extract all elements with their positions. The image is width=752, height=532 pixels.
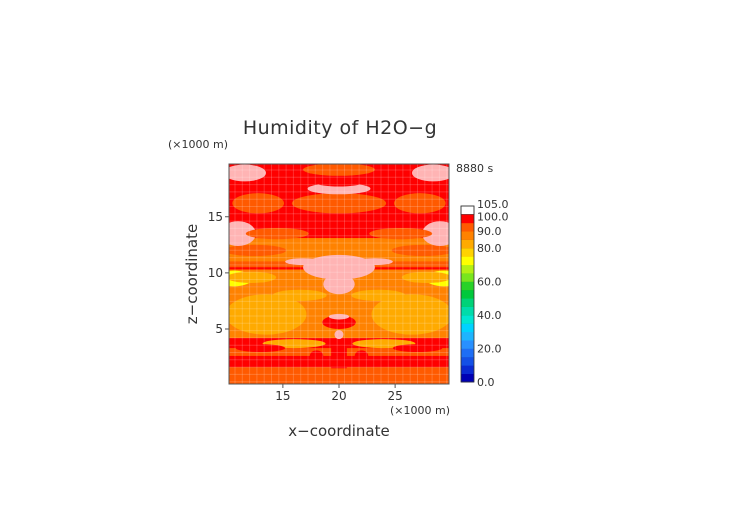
colorbar-swatch (461, 348, 474, 358)
contour-region-17 (229, 244, 287, 257)
contour-region-19 (291, 193, 387, 214)
colorbar-swatch (461, 298, 474, 307)
contour-region-25 (229, 164, 267, 182)
colorbar-swatch (461, 273, 474, 282)
contour-region-6 (272, 289, 327, 301)
contour-region-35 (322, 315, 356, 330)
chart-title: Humidity of H2O−g (243, 117, 437, 139)
colorbar-label: 105.0 (477, 198, 509, 211)
contour-region-38 (331, 340, 347, 369)
contour-region-1 (229, 367, 449, 384)
plot-grid (229, 164, 449, 384)
x-unit-label: (×1000 m) (390, 404, 450, 417)
contour-region-31 (303, 254, 375, 280)
contour-region-36 (328, 313, 350, 320)
colorbar-swatch (461, 281, 474, 291)
x-axis: 15 20 25 (275, 384, 403, 403)
colorbar-swatch (461, 264, 474, 274)
contour-region-32 (323, 274, 355, 295)
contour-region-28 (422, 221, 449, 246)
colorbar-swatch (461, 289, 474, 299)
colorbar-label: 40.0 (477, 309, 502, 322)
colorbar-label: 80.0 (477, 242, 502, 255)
x-tick-label: 20 (331, 389, 346, 403)
contour-region-41 (235, 344, 286, 353)
contour-region-13 (229, 271, 277, 283)
colorbar-label: 90.0 (477, 225, 502, 238)
contour-region-37 (334, 330, 344, 340)
plot-area (229, 164, 449, 384)
contour-region-22 (303, 164, 375, 176)
colorbar-swatch (461, 323, 474, 333)
colorbar-swatch (461, 373, 474, 383)
colorbar-swatch (461, 340, 474, 349)
contour-region-16 (229, 238, 449, 262)
contour-region-5 (371, 294, 449, 335)
time-label: 8880 s (456, 162, 493, 175)
y-tick-label: 10 (208, 266, 223, 280)
colorbar-swatch (461, 256, 474, 266)
colorbar-swatch (461, 306, 474, 316)
colorbar-swatch (461, 222, 474, 232)
contour-region-40 (354, 350, 369, 362)
contour-region-30 (369, 227, 433, 240)
colorbar-swatch (461, 231, 474, 240)
colorbar-swatch (461, 314, 474, 324)
contour-region-26 (411, 164, 449, 182)
contour-region-39 (309, 350, 324, 362)
contour-region-21 (394, 193, 446, 214)
colorbar-swatch (461, 331, 474, 341)
x-tick-label: 15 (275, 389, 290, 403)
contour-region-29 (245, 227, 309, 240)
y-axis: 5 10 15 (208, 210, 229, 336)
colorbar-swatch (461, 247, 474, 257)
colorbar-label: 60.0 (477, 275, 502, 288)
x-tick-label: 25 (387, 389, 402, 403)
contour-region-18 (391, 244, 449, 257)
colorbar-swatch (461, 356, 474, 366)
y-axis-label: z−coordinate (183, 224, 201, 324)
colorbar-swatch (460, 205, 475, 216)
contour-region-42 (392, 344, 443, 353)
y-tick-label: 15 (208, 210, 223, 224)
x-axis-label: x−coordinate (288, 422, 389, 440)
contour-region-14 (401, 271, 449, 283)
colorbar-swatch (461, 214, 474, 224)
colorbar-label: 20.0 (477, 342, 502, 355)
y-tick-label: 5 (215, 322, 223, 336)
contour-region-20 (232, 193, 284, 214)
colorbar-frame (460, 205, 475, 383)
colorbar-label: 100.0 (477, 210, 509, 223)
contour-region-7 (351, 289, 406, 301)
y-unit-label: (×1000 m) (168, 138, 228, 151)
contour-region-4 (229, 294, 307, 335)
contour-region-27 (229, 221, 256, 246)
colorbar-label: 0.0 (477, 376, 495, 389)
contour-region-24 (316, 179, 362, 187)
contour-region-33 (285, 258, 322, 266)
colorbar-swatch (461, 365, 474, 375)
colorbar-swatch (461, 239, 474, 249)
contour-region-34 (356, 258, 393, 266)
contour-region-23 (307, 183, 371, 195)
